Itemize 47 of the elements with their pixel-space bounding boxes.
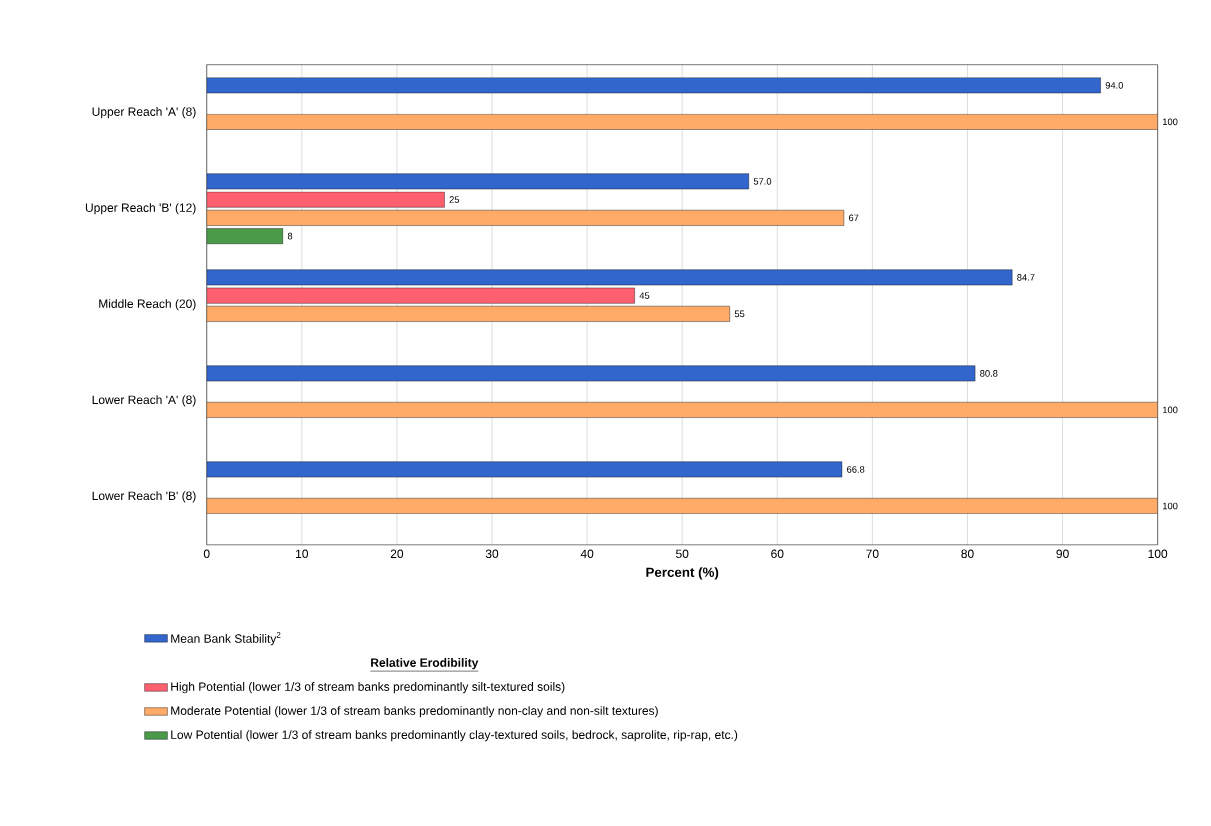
bar xyxy=(206,461,843,478)
y-tick-label: Lower Reach 'B' (8) xyxy=(92,491,196,503)
bar xyxy=(206,401,1158,418)
bar xyxy=(206,191,445,208)
legend-label: Low Potential (lower 1/3 of stream banks predominantly clay-textured soils, bedrock, saprolite, rip-rap, etc.) xyxy=(171,730,738,742)
data-label: 80.8 xyxy=(980,370,998,377)
bar xyxy=(206,209,845,226)
x-tick-label: 50 xyxy=(676,549,689,558)
bar xyxy=(206,77,1101,94)
y-tick-label: Upper Reach 'B' (12) xyxy=(85,203,196,215)
data-label: 8 xyxy=(287,232,293,240)
x-tick-label: 40 xyxy=(580,549,594,558)
legend-label: High Potential (lower 1/3 of stream banks predominantly silt-textured soils) xyxy=(171,681,565,694)
y-tick-label: Middle Reach (20) xyxy=(99,299,196,311)
data-label: 45 xyxy=(639,292,650,299)
legend-label: Moderate Potential (lower 1/3 of stream banks predominantly non-clay and non-silt textures) xyxy=(171,706,658,718)
x-tick-label: 20 xyxy=(390,549,404,558)
y-tick-label: Lower Reach 'A' (8) xyxy=(92,395,196,407)
data-label: 100 xyxy=(1163,406,1178,414)
bar xyxy=(206,365,976,382)
x-tick-label: 10 xyxy=(296,549,309,558)
data-label: 94.0 xyxy=(1105,81,1124,89)
data-label: 55 xyxy=(734,310,745,318)
bar xyxy=(206,497,1158,514)
x-axis-title: Percent (%) xyxy=(646,567,719,580)
data-label: 25 xyxy=(449,196,460,203)
legend-label: Mean Bank Stability$^{2}$ xyxy=(171,631,281,646)
x-tick-label: 70 xyxy=(866,549,879,558)
data-label: 84.7 xyxy=(1017,273,1035,281)
x-tick-label: 30 xyxy=(485,549,499,558)
x-tick-label: 100 xyxy=(1148,549,1168,558)
bar xyxy=(206,173,749,190)
x-tick-label: 90 xyxy=(1056,549,1069,558)
data-label: 66.8 xyxy=(847,466,865,473)
bar xyxy=(206,269,1013,286)
data-label: 100 xyxy=(1163,118,1178,126)
y-tick-label: Upper Reach 'A' (8) xyxy=(92,107,196,119)
bar xyxy=(206,305,730,322)
data-label: 100 xyxy=(1163,502,1178,510)
legend-title: Relative Erodibility xyxy=(371,657,479,670)
data-label: 67 xyxy=(848,214,859,222)
bar xyxy=(206,228,283,244)
x-tick-label: 60 xyxy=(771,549,784,558)
bar xyxy=(206,113,1158,130)
x-tick-label: 80 xyxy=(961,549,974,558)
data-label: 57.0 xyxy=(753,177,772,185)
x-tick-label: 0 xyxy=(203,549,210,558)
